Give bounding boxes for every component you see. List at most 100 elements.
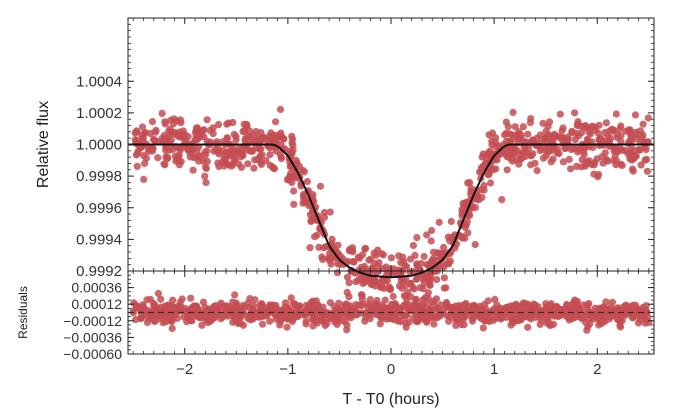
flux-point: [397, 258, 405, 267]
flux-point: [463, 218, 471, 226]
flux-point: [611, 152, 619, 160]
flux-point: [189, 166, 197, 174]
residual-point: [194, 305, 202, 313]
residual-point: [442, 298, 451, 307]
flux-point: [240, 120, 248, 128]
flux-point: [419, 285, 427, 293]
residual-point: [239, 321, 247, 329]
flux-point: [570, 145, 578, 153]
residual-point: [176, 305, 184, 313]
residual-point: [309, 322, 317, 330]
residual-point: [173, 314, 181, 322]
flux-point: [474, 194, 482, 202]
flux-point: [522, 148, 530, 156]
residual-point: [547, 300, 555, 308]
residual-point: [542, 300, 550, 308]
flux-point: [478, 153, 486, 161]
residual-point: [165, 312, 173, 321]
flux-point: [507, 155, 515, 163]
residual-point: [137, 305, 146, 314]
flux-point: [141, 159, 149, 167]
flux-point: [237, 153, 245, 161]
flux-point: [618, 146, 626, 154]
flux-point: [556, 110, 564, 118]
flux-point: [289, 141, 297, 149]
flux-point: [358, 291, 366, 299]
x-axis-label: T - T0 (hours): [342, 391, 439, 408]
residual-point: [466, 306, 475, 314]
flux-point: [568, 127, 576, 135]
residual-point: [185, 307, 193, 316]
flux-point: [306, 244, 314, 252]
flux-point: [539, 154, 548, 162]
flux-point: [447, 217, 455, 226]
residual-point: [198, 321, 206, 329]
residual-point: [187, 316, 195, 324]
bottom-y-tick-label: −0.00060: [63, 346, 122, 362]
bottom-points: [129, 289, 653, 334]
flux-point: [230, 130, 238, 139]
residual-point: [304, 306, 312, 314]
residual-point: [614, 315, 622, 323]
flux-point: [536, 131, 544, 139]
flux-point: [213, 138, 221, 146]
flux-point: [231, 150, 239, 158]
residual-point: [377, 314, 385, 322]
residual-point: [163, 304, 171, 312]
flux-point: [492, 143, 500, 151]
residual-point: [440, 306, 448, 314]
residual-point: [245, 304, 253, 312]
residual-point: [154, 305, 162, 313]
flux-point: [442, 284, 450, 292]
residual-point: [169, 296, 177, 304]
residual-point: [573, 297, 582, 306]
residual-point: [468, 317, 477, 325]
flux-point: [190, 153, 198, 161]
flux-point: [509, 149, 517, 157]
flux-point: [626, 155, 634, 163]
flux-point: [162, 153, 170, 161]
x-tick-label: −1: [279, 361, 296, 378]
residual-point: [142, 310, 150, 318]
flux-point: [557, 134, 566, 142]
residual-point: [259, 312, 268, 320]
flux-point: [533, 167, 541, 175]
residual-point: [577, 314, 586, 322]
flux-point: [571, 109, 579, 117]
residual-point: [639, 312, 647, 320]
flux-point: [594, 170, 603, 179]
flux-point: [361, 244, 370, 252]
residual-point: [148, 307, 156, 316]
residual-point: [157, 295, 165, 303]
residual-point: [207, 317, 215, 325]
flux-point: [133, 128, 141, 136]
flux-point: [539, 119, 547, 127]
flux-point: [524, 130, 532, 138]
residual-point: [331, 318, 339, 326]
flux-point: [488, 129, 497, 137]
flux-point: [381, 277, 389, 285]
flux-point: [516, 134, 525, 142]
flux-point: [543, 145, 552, 153]
flux-point: [289, 146, 297, 154]
flux-point: [372, 251, 380, 259]
residual-point: [584, 323, 592, 331]
flux-point: [632, 152, 640, 160]
flux-point: [168, 128, 176, 137]
flux-point: [209, 130, 217, 138]
residual-point: [531, 304, 539, 312]
flux-point: [355, 276, 363, 284]
flux-point: [290, 200, 298, 208]
residual-point: [229, 298, 237, 306]
residual-point: [569, 312, 577, 320]
flux-point: [581, 162, 589, 170]
flux-point: [558, 127, 566, 135]
flux-point: [223, 120, 231, 128]
bottom-y-tick-label: −0.00012: [63, 313, 122, 329]
flux-point: [225, 152, 233, 160]
residual-point: [157, 310, 165, 318]
flux-point: [484, 171, 492, 179]
residual-point: [283, 323, 291, 331]
flux-point: [628, 134, 636, 142]
residual-point: [479, 324, 487, 332]
